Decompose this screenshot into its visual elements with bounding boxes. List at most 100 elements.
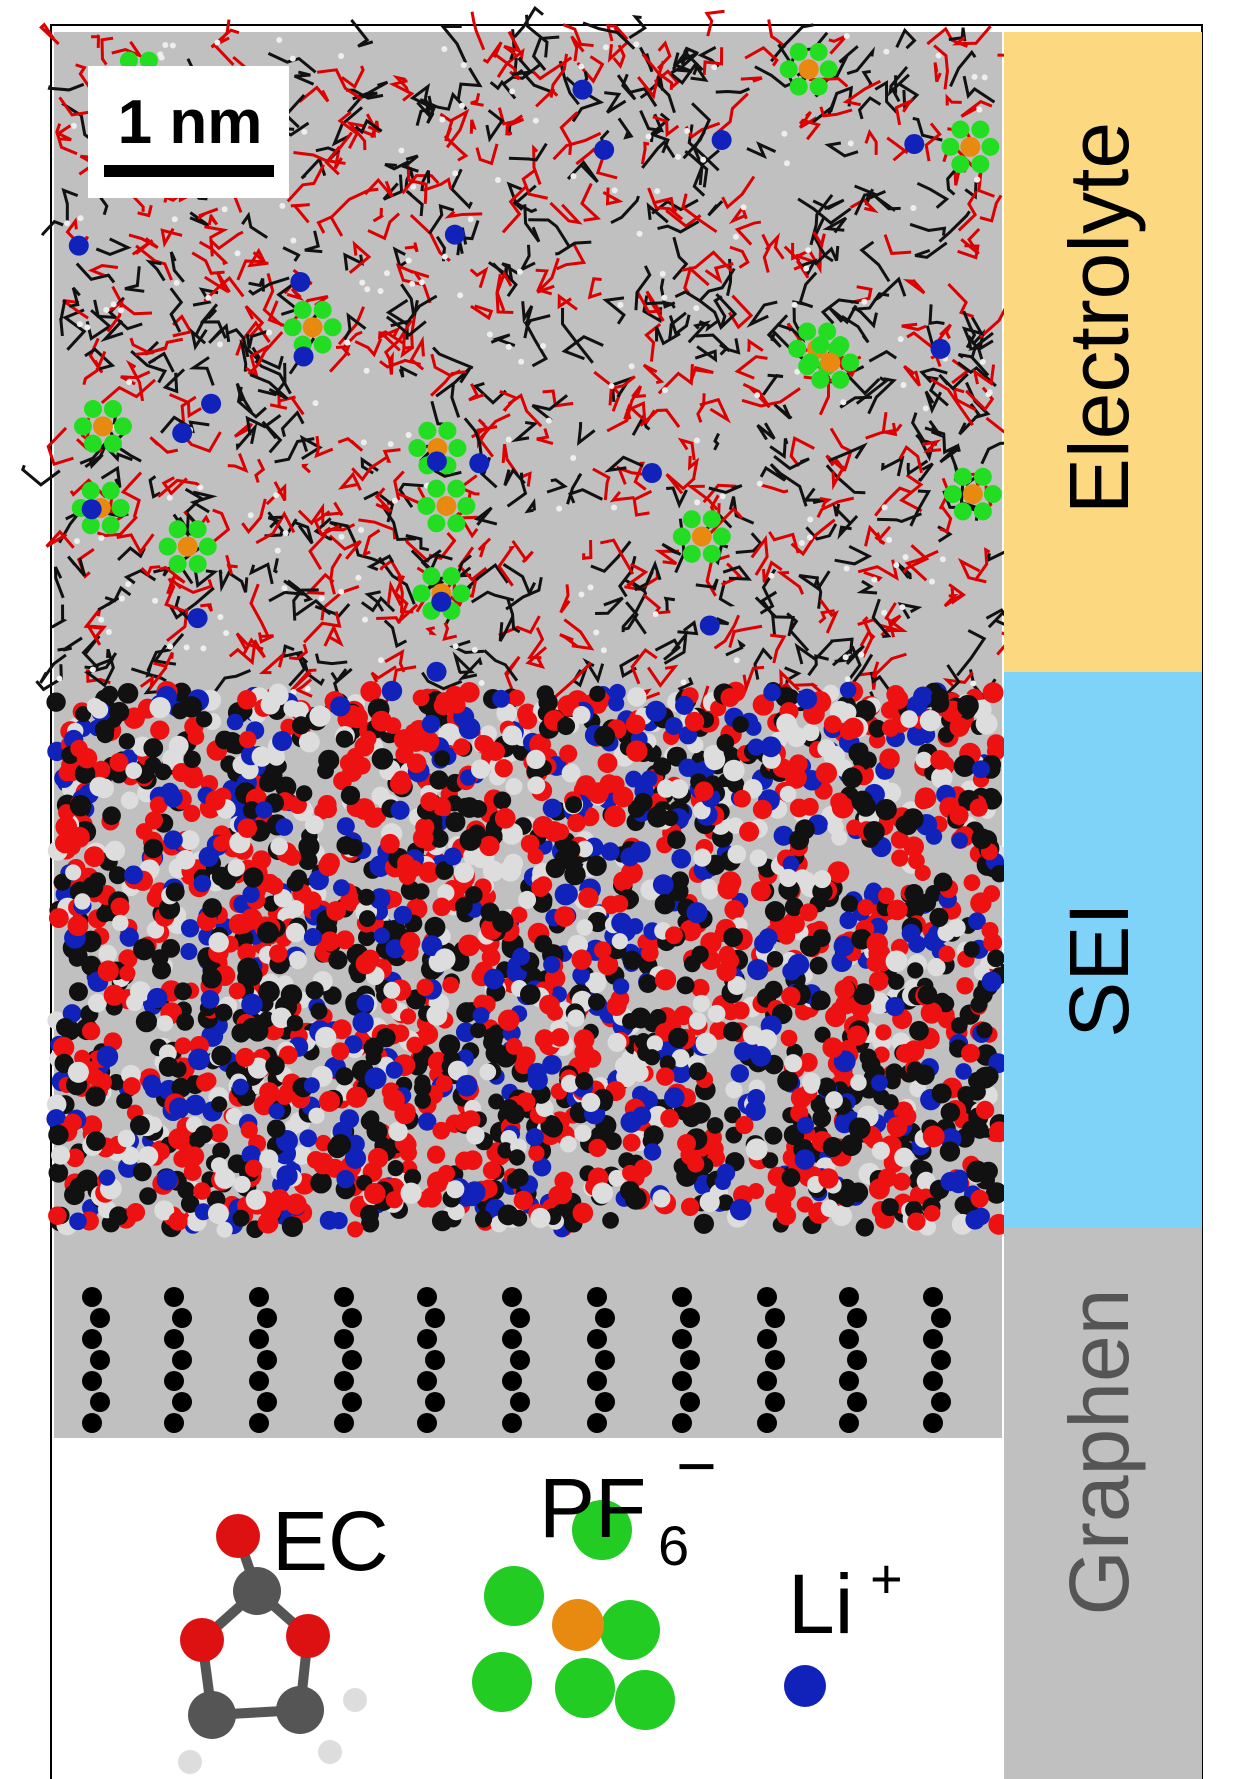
atom-shape — [839, 1413, 859, 1433]
atom-shape — [607, 996, 627, 1016]
atom-shape — [974, 177, 980, 183]
atom-shape — [839, 1287, 859, 1307]
atom-shape — [831, 336, 849, 354]
atom-shape — [188, 608, 208, 628]
atom-shape — [255, 801, 272, 818]
atom-shape — [807, 517, 813, 523]
atom-shape — [602, 1212, 619, 1229]
region-label: Electrolyte — [1052, 122, 1146, 514]
atom-shape — [931, 767, 952, 788]
atom-shape — [552, 1184, 572, 1204]
atom-shape — [71, 123, 77, 129]
atom-shape — [707, 1117, 724, 1134]
atom-shape — [442, 254, 448, 260]
atom-shape — [257, 1392, 277, 1412]
atom-shape — [576, 919, 593, 936]
atom-shape — [400, 1008, 416, 1024]
atom-shape — [378, 288, 384, 294]
atom-shape — [898, 1107, 917, 1126]
atom-shape — [951, 1017, 968, 1034]
atom-shape — [452, 170, 458, 176]
atom-shape — [535, 1029, 555, 1049]
atom-shape — [144, 839, 164, 859]
atom-shape — [567, 1010, 584, 1027]
atom-shape — [495, 177, 501, 183]
atom-shape — [646, 701, 667, 722]
atom-shape — [299, 1129, 317, 1147]
atom-shape — [342, 1350, 362, 1370]
atom-shape — [788, 340, 806, 358]
atom-shape — [68, 915, 89, 936]
atom-shape — [328, 950, 347, 969]
atom-shape — [362, 617, 368, 623]
atom-shape — [692, 527, 712, 547]
atom-shape — [779, 869, 797, 887]
atom-shape — [931, 339, 951, 359]
atom-shape — [910, 205, 916, 211]
atom-shape — [718, 878, 739, 899]
atom-shape — [611, 505, 617, 511]
atom-shape — [245, 1160, 262, 1177]
atom-shape — [82, 482, 100, 500]
atom-shape — [696, 1033, 717, 1054]
atom-shape — [954, 502, 972, 520]
atom-shape — [331, 1042, 349, 1060]
atom-shape — [431, 592, 451, 612]
atom-shape — [308, 1108, 324, 1124]
atom-shape — [48, 1206, 67, 1225]
atom-shape — [499, 1099, 518, 1118]
atom-shape — [556, 506, 562, 512]
atom-shape — [314, 336, 332, 354]
atom-shape — [356, 994, 374, 1012]
atom-shape — [810, 78, 828, 96]
atom-shape — [303, 891, 322, 910]
atom-shape — [847, 1308, 867, 1328]
atom-shape — [102, 516, 120, 534]
atom-shape — [852, 791, 874, 813]
atom-shape — [498, 1009, 519, 1030]
atom-shape — [644, 1143, 662, 1161]
atom-shape — [264, 766, 283, 785]
atom-shape — [294, 301, 312, 319]
atom-shape — [689, 1062, 707, 1080]
atom-shape — [510, 1392, 530, 1412]
atom-shape — [455, 897, 473, 915]
atom-shape — [452, 584, 470, 602]
atom-shape — [629, 841, 650, 862]
atom-shape — [693, 305, 699, 311]
region-label: SEI — [1052, 902, 1146, 1037]
atom-shape — [184, 1146, 204, 1166]
atom-shape — [445, 812, 465, 832]
atom-shape — [777, 1070, 798, 1091]
atom-shape — [374, 928, 390, 944]
atom-shape — [971, 121, 989, 139]
atom-shape — [406, 1037, 423, 1054]
atom-shape — [118, 307, 124, 313]
atom-shape — [983, 682, 1004, 703]
atom-shape — [907, 1061, 924, 1078]
atom-shape — [77, 748, 97, 768]
atom-shape — [164, 1287, 184, 1307]
atom-shape — [472, 647, 478, 653]
atom-shape — [336, 1170, 354, 1188]
atom-shape — [174, 982, 192, 1000]
atom-shape — [56, 676, 62, 682]
atom-shape — [797, 689, 818, 710]
atom-shape — [447, 480, 465, 498]
atom-shape — [811, 371, 829, 389]
atom-shape — [258, 981, 280, 1003]
atom-shape — [97, 1046, 119, 1068]
atom-shape — [104, 400, 122, 418]
atom-shape — [573, 706, 591, 724]
atom-shape — [290, 272, 310, 292]
atom-shape — [183, 751, 200, 768]
atom-shape — [257, 1308, 277, 1328]
atom-shape — [242, 886, 259, 903]
atom-shape — [360, 1205, 379, 1224]
atom-shape — [888, 689, 908, 709]
atom-shape — [305, 686, 311, 692]
atom-shape — [199, 847, 219, 867]
atom-shape — [680, 1350, 700, 1370]
atom-shape — [205, 295, 211, 301]
atom-shape — [427, 451, 447, 471]
